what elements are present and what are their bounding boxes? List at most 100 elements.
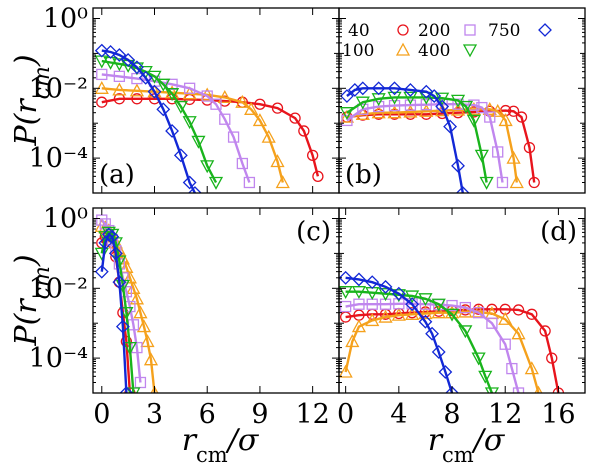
series-line-400	[345, 290, 494, 393]
x-axis-label-left: rcm/σ	[182, 423, 260, 464]
data-point-200	[459, 301, 471, 314]
data-point-200	[134, 376, 147, 389]
y-axis-label-bottom: P(rcm)	[9, 254, 55, 346]
data-point-750	[427, 89, 442, 103]
y-tick-label: 10⁰	[43, 204, 88, 235]
data-point-750	[156, 102, 171, 117]
data-point-750	[119, 386, 134, 393]
data-point-100	[147, 84, 162, 98]
data-point-200	[96, 214, 108, 226]
data-point-400	[435, 92, 450, 106]
data-point-400	[378, 288, 393, 302]
data-point-400	[471, 352, 486, 366]
data-point-750	[347, 82, 362, 97]
data-point-400	[355, 96, 370, 110]
data-point-750	[98, 235, 113, 250]
data-point-750	[339, 270, 353, 285]
data-point-40	[388, 108, 401, 120]
data-point-100	[509, 175, 524, 189]
data-point-200	[492, 146, 504, 158]
data-point-100	[498, 311, 513, 325]
data-point-200	[446, 299, 458, 312]
data-point-400	[484, 387, 500, 393]
data-point-400	[119, 307, 134, 321]
legend-marker-200	[464, 24, 476, 36]
data-point-200	[486, 317, 498, 329]
data-point-40	[254, 98, 266, 110]
x-axis-label-right: rcm/σ	[428, 423, 506, 464]
panel-b: (b)	[338, 7, 586, 194]
legend: 40 200 750 100 400	[342, 21, 552, 61]
axes-frame	[338, 7, 586, 194]
data-point-750	[105, 229, 120, 244]
data-point-200	[476, 101, 488, 114]
data-point-100	[419, 103, 434, 117]
data-point-400	[479, 176, 494, 190]
data-point-750	[455, 186, 470, 193]
data-point-100	[405, 306, 420, 320]
data-point-100	[126, 280, 141, 294]
data-point-750	[182, 175, 197, 190]
data-point-750	[94, 43, 109, 58]
data-point-100	[143, 352, 159, 366]
plot-area	[94, 43, 324, 193]
data-point-750	[94, 264, 109, 279]
data-point-400	[418, 293, 433, 307]
data-point-750	[443, 119, 458, 134]
data-point-200	[120, 286, 133, 298]
data-point-40	[512, 304, 525, 316]
data-point-100	[345, 334, 360, 348]
data-point-750	[112, 275, 127, 290]
data-point-750	[425, 326, 440, 341]
data-point-200	[99, 218, 111, 230]
data-point-40	[526, 308, 538, 320]
data-point-100	[387, 105, 402, 119]
y-tick-label: 10⁻²	[29, 273, 88, 304]
data-point-750	[121, 53, 136, 67]
series-line-200	[345, 302, 520, 393]
data-point-100	[252, 113, 268, 127]
x-tick-label: 9	[251, 399, 268, 430]
data-point-750	[173, 148, 188, 163]
x-tick-label: 3	[146, 399, 163, 430]
data-point-40	[271, 102, 284, 114]
data-point-750	[108, 246, 123, 261]
y-tick-label: 10⁰	[43, 4, 88, 35]
data-point-40	[289, 112, 301, 124]
data-point-750	[451, 158, 465, 173]
data-point-100	[351, 319, 367, 333]
data-point-200	[219, 113, 231, 125]
plot-area	[339, 81, 540, 193]
data-point-750	[165, 124, 179, 138]
data-point-400	[351, 286, 367, 300]
data-point-100	[365, 313, 380, 327]
data-point-750	[445, 386, 459, 393]
series-line-750	[346, 87, 464, 193]
data-point-750	[365, 275, 380, 290]
panel-label: (b)	[345, 160, 382, 190]
data-point-400	[339, 286, 353, 300]
legend-marker-400	[462, 44, 478, 58]
data-point-750	[418, 314, 433, 329]
panel-label: (a)	[99, 160, 135, 190]
data-point-200	[472, 307, 485, 319]
data-point-400	[458, 325, 473, 339]
data-point-200	[404, 99, 417, 111]
data-point-100	[339, 109, 355, 123]
y-axis-label-top: P(rcm)	[9, 54, 55, 146]
data-point-100	[511, 326, 526, 340]
data-point-100	[270, 154, 285, 168]
data-point-400	[208, 176, 224, 190]
data-point-200	[373, 100, 385, 113]
data-point-200	[201, 90, 213, 102]
data-point-400	[200, 160, 215, 174]
data-point-750	[187, 186, 202, 193]
data-point-200	[388, 99, 401, 112]
data-point-200	[506, 362, 518, 375]
x-tick-label: 16	[541, 399, 575, 430]
data-point-40	[546, 352, 558, 364]
data-point-200	[420, 99, 432, 111]
data-point-100	[339, 364, 353, 378]
data-point-200	[236, 157, 249, 170]
data-point-750	[387, 81, 402, 96]
